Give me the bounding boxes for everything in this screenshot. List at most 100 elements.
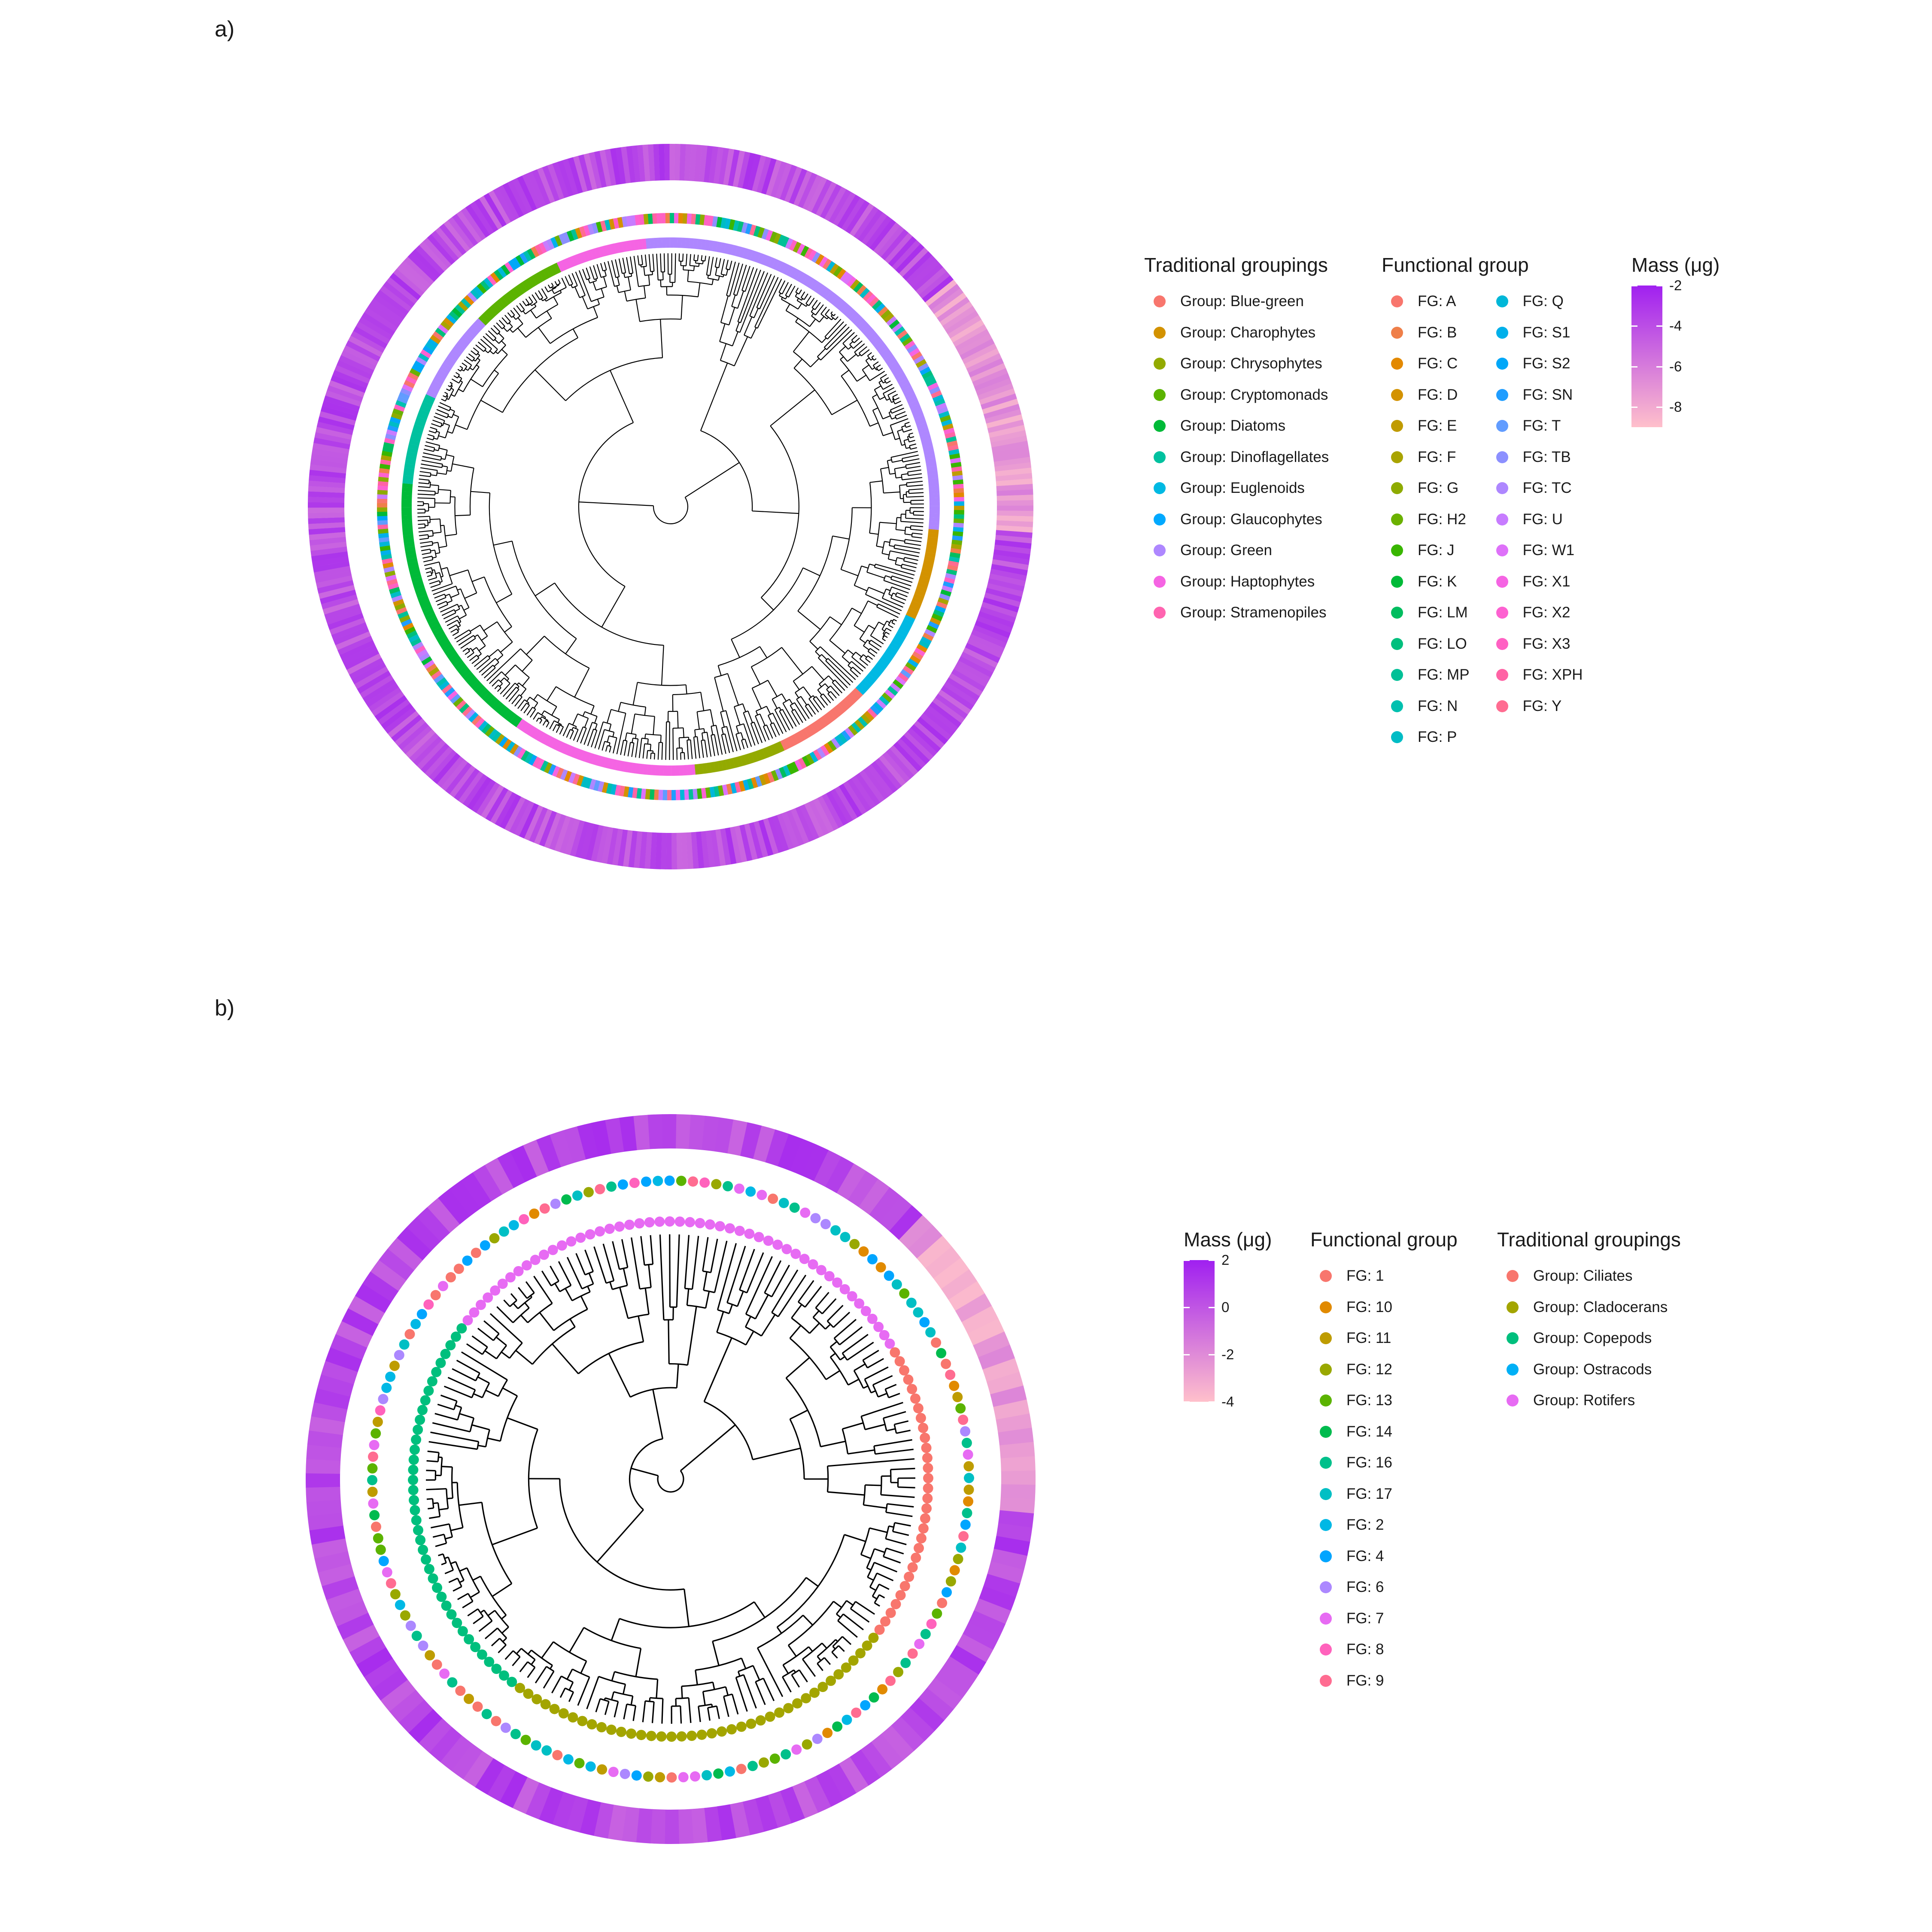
- tree-branch: [752, 1665, 760, 1680]
- functional-group-ring-segment: [954, 501, 964, 506]
- traditional-group-dot: [755, 1715, 766, 1726]
- traditional-group-ring-segment: [603, 757, 610, 769]
- tree-branch: [896, 592, 908, 597]
- functional-group-dot: [858, 1246, 869, 1257]
- traditional-group-dot: [904, 1571, 914, 1582]
- tree-branch: [459, 1501, 482, 1506]
- tree-branch: [776, 1626, 782, 1634]
- tree-arc: [477, 1608, 484, 1617]
- functional-group-ring-segment: [755, 776, 762, 787]
- traditional-group-ring-segment: [513, 716, 522, 727]
- traditional-group-ring-segment: [408, 565, 419, 571]
- traditional-group-ring-segment: [569, 746, 577, 758]
- tree-branch: [485, 1389, 499, 1397]
- tree-branch: [742, 703, 746, 712]
- tree-branch: [894, 1420, 909, 1425]
- mass-heatmap-segment: [871, 761, 898, 793]
- mass-heatmap-segment: [664, 1809, 680, 1844]
- mass-heatmap-segment: [990, 435, 1028, 448]
- functional-group-ring-segment: [388, 421, 400, 428]
- functional-group-ring-segment: [705, 787, 711, 798]
- mass-heatmap-segment: [987, 419, 1024, 433]
- legend-key-dot: [1154, 544, 1166, 557]
- tree-arc: [578, 422, 634, 587]
- tree-branch: [431, 423, 441, 428]
- tree-branch: [477, 341, 486, 349]
- traditional-group-ring-segment: [922, 442, 933, 449]
- functional-group-dot: [958, 1415, 969, 1425]
- tree-branch: [424, 561, 440, 566]
- traditional-group-ring-segment: [929, 486, 939, 491]
- mass-heatmap-segment: [957, 334, 992, 356]
- traditional-group-ring-segment: [413, 424, 425, 431]
- functional-group-ring-segment: [850, 279, 860, 290]
- functional-group-ring-segment: [805, 753, 814, 765]
- colorbar-tick-mark: [1209, 1354, 1215, 1355]
- legend-item-label: FG: H2: [1418, 510, 1466, 528]
- functional-group-ring-segment: [439, 680, 450, 691]
- legend-item: FG: 17: [1310, 1479, 1458, 1510]
- functional-group-dot: [378, 1394, 389, 1404]
- functional-group-ring-segment: [934, 398, 945, 407]
- tree-arc: [645, 1700, 654, 1703]
- functional-group-ring-segment: [589, 779, 596, 790]
- functional-group-dot: [394, 1350, 404, 1361]
- tree-branch: [544, 286, 549, 292]
- mass-heatmap-segment: [331, 622, 368, 641]
- tree-branch: [767, 680, 778, 697]
- tree-branch: [635, 299, 641, 322]
- legend-item-label: Group: Ciliates: [1533, 1267, 1633, 1285]
- legend-item: Group: Diatoms: [1144, 410, 1329, 442]
- tree-branch: [793, 358, 803, 369]
- mass-heatmap-segment: [319, 411, 356, 425]
- tree-branch: [601, 586, 626, 628]
- functional-group-ring-segment: [701, 788, 707, 799]
- traditional-group-dot: [654, 1216, 665, 1227]
- tree-branch: [901, 444, 905, 446]
- tree-branch: [450, 409, 455, 412]
- functional-group-ring-segment: [580, 776, 588, 788]
- mass-heatmap-segment: [321, 594, 358, 610]
- tree-branch: [831, 1652, 838, 1659]
- functional-group-ring-segment: [863, 291, 873, 301]
- traditional-group-dot: [575, 1232, 586, 1243]
- traditional-group-dot: [415, 1535, 426, 1546]
- tree-arc: [452, 416, 459, 434]
- tree-branch: [832, 682, 843, 694]
- tree-branch: [817, 690, 822, 696]
- tree-branch: [495, 1336, 507, 1346]
- tree-branch: [438, 1553, 444, 1556]
- tree-branch: [791, 711, 800, 725]
- tree-branch: [438, 489, 451, 491]
- tree-arc: [467, 1593, 474, 1602]
- traditional-group-ring-segment: [923, 446, 934, 453]
- legend-item-label: FG: 13: [1346, 1392, 1392, 1409]
- tree-arc: [496, 1345, 507, 1359]
- functional-group-ring-segment: [564, 771, 572, 782]
- tree-branch: [809, 319, 816, 327]
- tree-branch: [721, 727, 724, 735]
- traditional-group-ring-segment: [882, 351, 893, 360]
- tree-arc: [527, 1303, 553, 1323]
- mass-heatmap-segment: [601, 827, 614, 864]
- functional-group-ring-segment: [658, 790, 663, 800]
- functional-group-dot: [734, 1183, 744, 1194]
- tree-branch: [761, 1314, 776, 1337]
- traditional-group-ring-segment: [497, 705, 507, 715]
- tree-branch: [821, 654, 827, 660]
- functional-group-ring-segment: [378, 472, 389, 478]
- tree-branch: [622, 1684, 626, 1695]
- functional-group-ring-segment: [846, 276, 857, 288]
- tree-branch: [741, 732, 744, 740]
- mass-heatmap-segment: [701, 831, 710, 868]
- mass-heatmap-segment: [932, 697, 965, 724]
- functional-group-ring-segment: [889, 319, 900, 330]
- tree-branch: [680, 295, 683, 319]
- functional-group-ring-segment: [843, 273, 854, 285]
- tree-arc: [512, 1307, 530, 1323]
- functional-group-dot: [643, 1771, 653, 1782]
- tree-branch: [450, 593, 459, 598]
- tree-branch: [896, 529, 905, 531]
- tree-branch: [911, 536, 922, 539]
- tree-branch: [574, 668, 590, 698]
